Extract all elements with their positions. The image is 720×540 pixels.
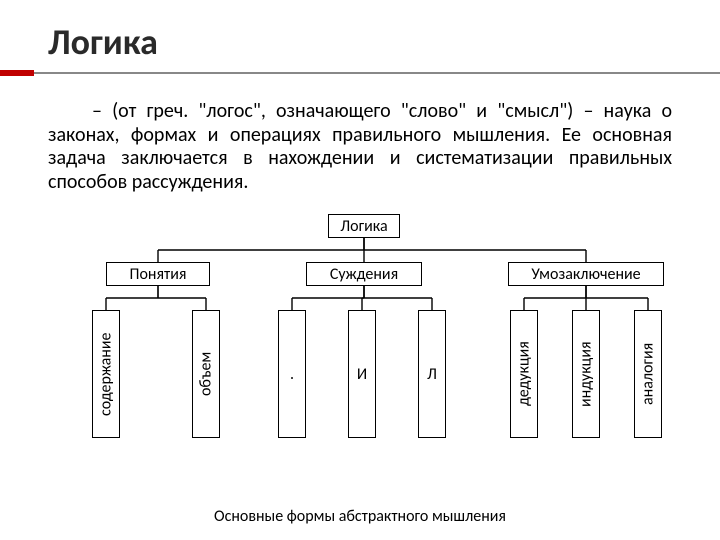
tree-branch-inference: Умозаключение xyxy=(508,262,664,286)
tree-leaf-2: . xyxy=(278,310,306,438)
definition-text: – (от греч. "логос", означающего "слово"… xyxy=(48,100,672,194)
tree-leaf-7: аналогия xyxy=(634,310,662,438)
tree-leaf-6: индукция xyxy=(572,310,600,438)
title-underline xyxy=(40,70,680,76)
tree-diagram: Логика Понятия Суждения Умозаключение содерж… xyxy=(48,214,672,474)
tree-root: Логика xyxy=(328,214,400,238)
underline-accent xyxy=(0,70,34,76)
underline-thin xyxy=(0,72,720,74)
page-title: Логика xyxy=(48,20,680,64)
tree-leaf-5: дедукция xyxy=(510,310,538,438)
tree-branch-judgments: Суждения xyxy=(306,262,422,286)
tree-branch-concepts: Понятия xyxy=(106,262,210,286)
diagram-caption: Основные формы абстрактного мышления xyxy=(0,507,720,526)
tree-leaf-3: И xyxy=(348,310,376,438)
tree-leaf-0: содержание xyxy=(92,310,120,438)
tree-leaf-1: объем xyxy=(192,310,220,438)
tree-leaf-4: Л xyxy=(418,310,446,438)
slide: Логика – (от греч. "логос", означающего … xyxy=(0,0,720,540)
